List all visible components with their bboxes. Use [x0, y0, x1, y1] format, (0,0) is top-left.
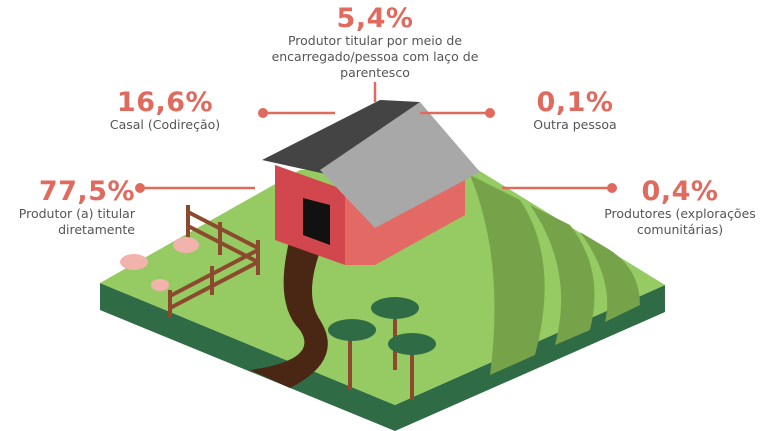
dots: [135, 108, 617, 193]
stat-label: Produtor (a) titular diretamente: [18, 206, 135, 237]
stat-label: Produtor titular por meio de encarregado…: [271, 33, 479, 80]
field: [580, 232, 640, 322]
fence: [168, 205, 260, 318]
stat-value: 77,5%: [38, 176, 135, 207]
stat-value: 0,4%: [641, 176, 719, 207]
stat-label: Produtores (explorações comunitárias): [604, 206, 756, 237]
stat: 5,4% Produtor titular por meio de encarr…: [245, 5, 505, 81]
trees: [328, 297, 436, 400]
stat: 77,5% Produtor (a) titular diretamente: [5, 178, 135, 238]
ground-side: [100, 283, 665, 431]
stat-value: 5,4%: [336, 3, 414, 34]
stat: 0,4% Produtores (explorações comunitária…: [595, 178, 761, 238]
stat: 16,6% Casal (Codireção): [95, 89, 235, 133]
roof: [262, 100, 420, 175]
stat-value: 16,6%: [116, 87, 214, 118]
stat-label: Casal (Codireção): [109, 117, 221, 132]
field: [470, 175, 545, 375]
door: [303, 198, 330, 245]
roof: [320, 102, 480, 228]
stat-value: 0,1%: [536, 87, 614, 118]
stat: 0,1% Outra pessoa: [520, 89, 630, 133]
stat-label: Outra pessoa: [533, 117, 617, 132]
connectors: [140, 82, 612, 190]
pigs: [120, 237, 199, 291]
field: [530, 205, 595, 345]
path: [250, 220, 330, 388]
